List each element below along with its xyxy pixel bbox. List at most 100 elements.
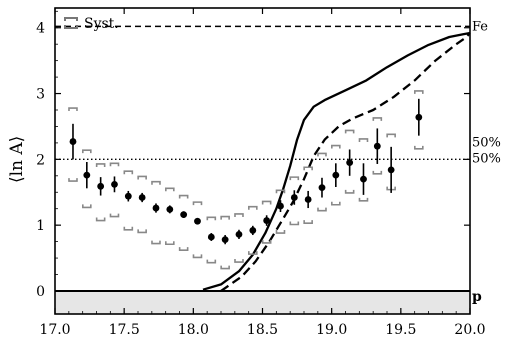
y-tick-label-4: 4	[36, 21, 45, 37]
data-points	[69, 98, 423, 245]
legend-syst-label: Syst.	[84, 16, 119, 32]
x-tick-label-6: 20.0	[454, 322, 485, 338]
syst-lower-2	[95, 217, 106, 222]
syst-upper-18	[317, 152, 327, 157]
syst-upper-7	[165, 187, 175, 192]
syst-lower-9	[192, 254, 203, 259]
syst-upper-4	[123, 170, 134, 175]
y-tick-label-2: 2	[36, 152, 45, 168]
syst-lower-4	[123, 226, 134, 231]
data-point-9	[194, 217, 201, 225]
data-point-8	[180, 211, 188, 219]
syst-lower-11	[220, 265, 230, 270]
syst-lower-24	[414, 145, 424, 150]
data-point-22	[373, 142, 381, 150]
syst-upper-6	[151, 180, 161, 185]
reference-lines	[55, 25, 470, 292]
syst-upper-17	[303, 166, 313, 171]
syst-upper-8	[178, 194, 189, 199]
data-point-16	[290, 194, 298, 201]
data-point-3	[111, 180, 118, 188]
label-50pct-lower: 50%	[472, 151, 501, 166]
data-point-6	[152, 204, 160, 212]
syst-upper-2	[95, 163, 106, 167]
syst-lower-3	[109, 213, 120, 218]
x-tick-label-1: 17.5	[109, 322, 140, 338]
data-point-2	[97, 182, 105, 190]
syst-lower-17	[303, 220, 313, 224]
data-point-17	[304, 196, 312, 203]
data-point-4	[124, 192, 132, 200]
syst-upper-23	[386, 133, 396, 138]
syst-upper-13	[248, 205, 258, 210]
y-tick-label-3: 3	[36, 87, 45, 103]
model-curves	[202, 31, 471, 292]
plot-frame	[54, 7, 471, 315]
syst-upper-16	[289, 176, 300, 181]
syst-upper-15	[275, 189, 286, 194]
syst-upper-24	[414, 90, 424, 94]
x-tick-label-2: 18.0	[178, 322, 209, 338]
data-point-19	[332, 171, 340, 179]
syst-lower-0	[68, 178, 78, 182]
syst-upper-14	[261, 200, 272, 205]
syst-upper-20	[344, 129, 355, 134]
syst-upper-3	[109, 162, 120, 167]
label-p: p	[472, 289, 482, 305]
data-point-21	[360, 175, 367, 183]
data-point-7	[166, 205, 174, 213]
syst-upper-5	[137, 175, 147, 180]
syst-lower-5	[137, 229, 147, 234]
syst-lower-21	[358, 197, 369, 202]
syst-lower-20	[344, 189, 355, 194]
syst-lower-1	[82, 204, 92, 209]
data-point-14	[263, 217, 271, 224]
syst-lower-10	[206, 259, 217, 264]
data-point-15	[277, 202, 284, 210]
y-tick-label-0: 0	[36, 284, 45, 300]
syst-upper-22	[372, 117, 383, 121]
model-solid-curve	[202, 31, 471, 291]
data-point-10	[207, 233, 215, 241]
syst-bracket-icon	[64, 17, 78, 29]
data-point-13	[249, 227, 257, 234]
x-tick-label-0: 17.0	[39, 322, 70, 338]
model-dashed-curve	[220, 32, 471, 292]
syst-lower-22	[372, 170, 383, 175]
label-50pct-upper: 50%	[472, 135, 501, 150]
axis-ticks: 17.0 17.5 18.0 18.5 19.0 19.5 20.0 0 1 2 3 4	[36, 8, 486, 338]
data-point-12	[235, 230, 243, 238]
syst-lower-14	[261, 239, 272, 244]
y-tick-label-1: 1	[36, 218, 45, 234]
y-axis-label: ⟨ln A⟩	[7, 136, 27, 183]
syst-upper-10	[206, 216, 217, 221]
syst-upper-19	[331, 144, 341, 149]
data-point-5	[138, 194, 146, 201]
systematic-brackets	[68, 90, 424, 270]
proton-region-band	[55, 290, 470, 314]
syst-lower-13	[248, 251, 258, 255]
legend: Syst.	[64, 16, 119, 32]
syst-lower-12	[234, 259, 244, 263]
syst-lower-15	[275, 230, 286, 234]
syst-lower-6	[151, 240, 161, 245]
data-point-0	[69, 138, 77, 145]
syst-upper-12	[234, 213, 244, 217]
syst-upper-1	[82, 149, 92, 154]
syst-upper-11	[220, 215, 230, 220]
data-point-23	[387, 166, 395, 174]
data-point-20	[346, 159, 354, 167]
syst-lower-16	[289, 221, 300, 226]
x-tick-label-3: 18.5	[247, 322, 278, 338]
syst-lower-18	[317, 207, 327, 212]
syst-upper-21	[358, 138, 369, 142]
data-point-24	[415, 113, 423, 121]
x-tick-label-5: 19.5	[385, 322, 416, 338]
data-point-1	[83, 171, 91, 179]
x-tick-label-4: 19.0	[316, 322, 347, 338]
syst-upper-9	[192, 201, 203, 206]
data-point-11	[221, 236, 229, 244]
syst-lower-8	[178, 247, 189, 251]
right-labels: Fe p 50%50%	[472, 19, 501, 305]
